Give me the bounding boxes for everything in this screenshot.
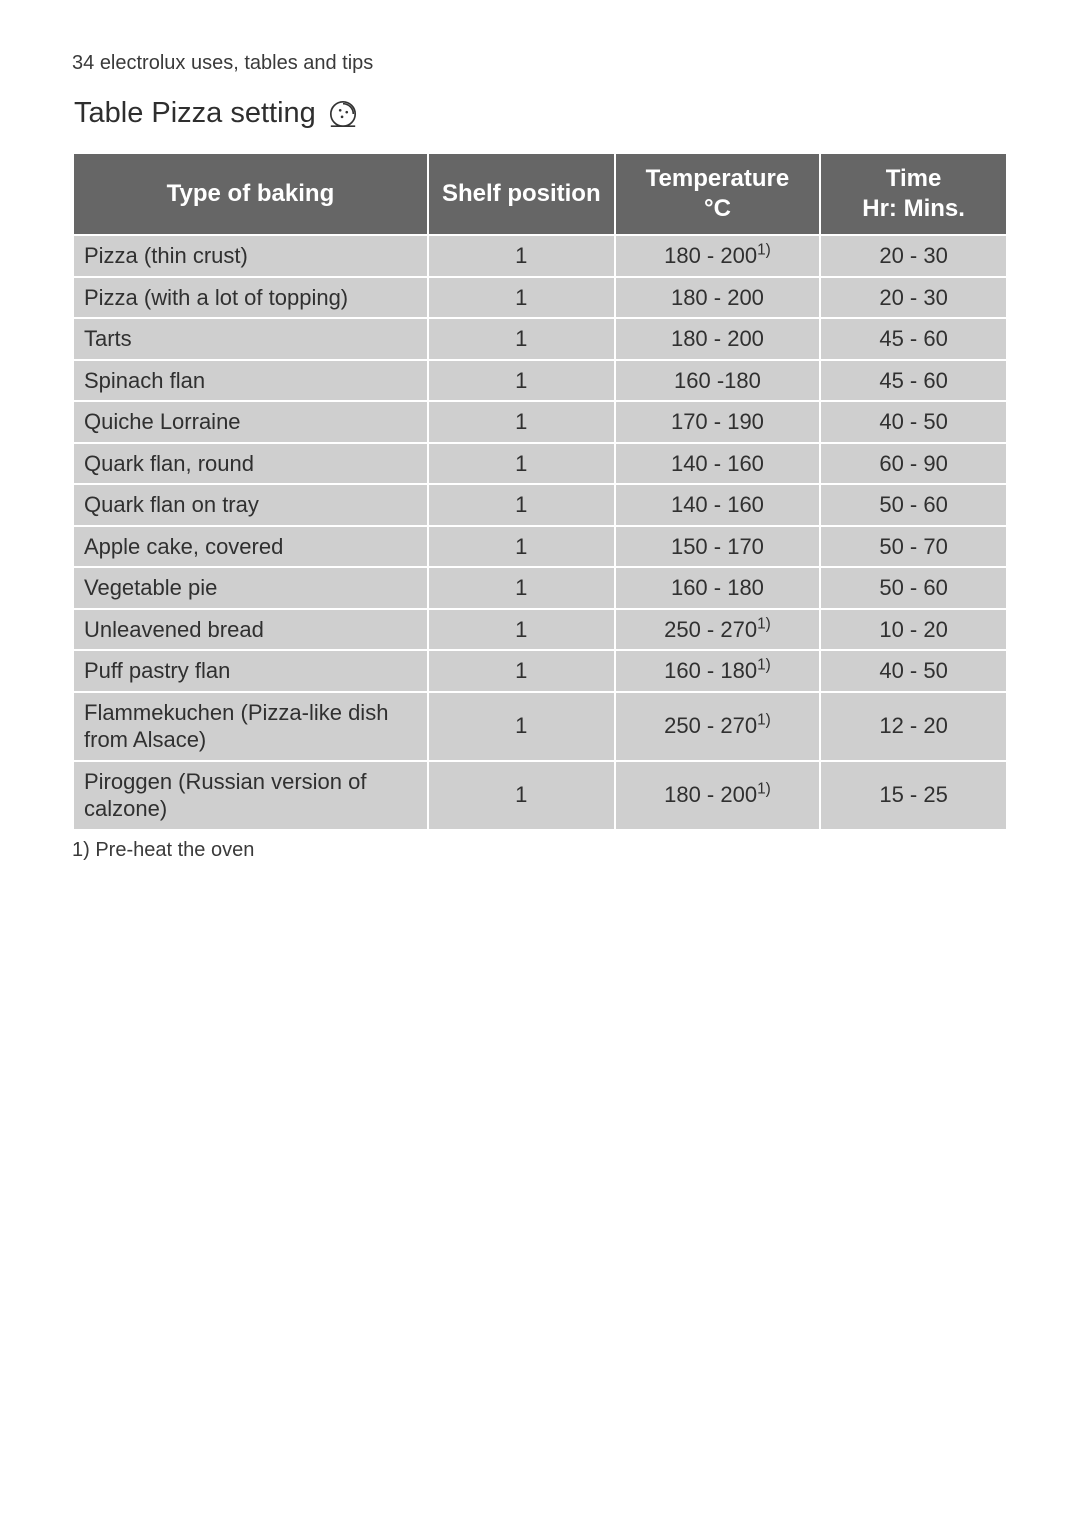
table-row: Spinach flan1160 -18045 - 60: [73, 360, 1007, 402]
table-row: Unleavened bread1250 - 2701)10 - 20: [73, 609, 1007, 651]
pizza-setting-icon: [328, 99, 358, 129]
cell-shelf: 1: [428, 443, 615, 485]
cell-type: Puff pastry flan: [73, 650, 428, 692]
footnote: 1) Pre-heat the oven: [72, 839, 1008, 862]
col-header-time: Time Hr: Mins.: [820, 153, 1007, 235]
cell-shelf: 1: [428, 484, 615, 526]
cell-time: 12 - 20: [820, 692, 1007, 761]
cell-temperature: 180 - 200: [615, 277, 820, 319]
cell-type: Quark flan on tray: [73, 484, 428, 526]
cell-temperature: 160 -180: [615, 360, 820, 402]
cell-type: Apple cake, covered: [73, 526, 428, 568]
cell-time: 50 - 60: [820, 567, 1007, 609]
cell-type: Vegetable pie: [73, 567, 428, 609]
table-row: Quiche Lorraine1170 - 19040 - 50: [73, 401, 1007, 443]
cell-shelf: 1: [428, 761, 615, 830]
cell-time: 15 - 25: [820, 761, 1007, 830]
cell-time: 20 - 30: [820, 277, 1007, 319]
cell-type: Flammekuchen (Pizza-like dish from Alsac…: [73, 692, 428, 761]
table-row: Flammekuchen (Pizza-like dish from Alsac…: [73, 692, 1007, 761]
cell-type: Quiche Lorraine: [73, 401, 428, 443]
cell-temperature: 160 - 1801): [615, 650, 820, 692]
cell-temperature: 170 - 190: [615, 401, 820, 443]
cell-type: Quark flan, round: [73, 443, 428, 485]
cell-time: 40 - 50: [820, 401, 1007, 443]
footnote-marker: 1): [757, 242, 771, 259]
page-section: electrolux uses, tables and tips: [100, 52, 374, 74]
cell-shelf: 1: [428, 609, 615, 651]
cell-time: 45 - 60: [820, 360, 1007, 402]
section-title: Table Pizza setting: [74, 97, 1008, 130]
cell-type: Unleavened bread: [73, 609, 428, 651]
table-row: Vegetable pie1160 - 18050 - 60: [73, 567, 1007, 609]
cell-shelf: 1: [428, 401, 615, 443]
footnote-marker: 1): [757, 615, 771, 632]
table-row: Tarts1180 - 20045 - 60: [73, 318, 1007, 360]
col-header-time-line2: Hr: Mins.: [862, 195, 965, 222]
cell-time: 45 - 60: [820, 318, 1007, 360]
cell-type: Pizza (with a lot of topping): [73, 277, 428, 319]
table-row: Quark flan, round1140 - 16060 - 90: [73, 443, 1007, 485]
cell-time: 50 - 70: [820, 526, 1007, 568]
baking-table: Type of baking Shelf position Temperatur…: [72, 152, 1008, 831]
cell-shelf: 1: [428, 235, 615, 277]
page-header: 34 electrolux uses, tables and tips: [72, 52, 1008, 75]
table-row: Puff pastry flan1160 - 1801)40 - 50: [73, 650, 1007, 692]
col-header-temp-line1: Temperature: [646, 165, 790, 192]
cell-temperature: 140 - 160: [615, 443, 820, 485]
cell-time: 60 - 90: [820, 443, 1007, 485]
cell-shelf: 1: [428, 692, 615, 761]
footnote-marker: 1): [757, 712, 771, 729]
table-row: Piroggen (Russian version of calzone)118…: [73, 761, 1007, 830]
cell-temperature: 140 - 160: [615, 484, 820, 526]
footnote-marker: 1): [757, 657, 771, 674]
table-row: Quark flan on tray1140 - 16050 - 60: [73, 484, 1007, 526]
cell-time: 20 - 30: [820, 235, 1007, 277]
col-header-shelf: Shelf position: [428, 153, 615, 235]
footnote-marker: 1): [757, 781, 771, 798]
cell-temperature: 160 - 180: [615, 567, 820, 609]
baking-table-body: Pizza (thin crust)1180 - 2001)20 - 30Piz…: [73, 235, 1007, 830]
cell-temperature: 250 - 2701): [615, 692, 820, 761]
section-title-text: Table Pizza setting: [74, 97, 316, 130]
cell-shelf: 1: [428, 526, 615, 568]
col-header-time-line1: Time: [886, 165, 942, 192]
col-header-temp-line2: °C: [704, 195, 731, 222]
table-row: Pizza (with a lot of topping)1180 - 2002…: [73, 277, 1007, 319]
cell-shelf: 1: [428, 567, 615, 609]
table-row: Pizza (thin crust)1180 - 2001)20 - 30: [73, 235, 1007, 277]
cell-time: 40 - 50: [820, 650, 1007, 692]
cell-shelf: 1: [428, 277, 615, 319]
page-number: 34: [72, 52, 94, 74]
baking-table-header-row: Type of baking Shelf position Temperatur…: [73, 153, 1007, 235]
baking-table-head: Type of baking Shelf position Temperatur…: [73, 153, 1007, 235]
col-header-type: Type of baking: [73, 153, 428, 235]
cell-type: Pizza (thin crust): [73, 235, 428, 277]
cell-shelf: 1: [428, 360, 615, 402]
cell-type: Spinach flan: [73, 360, 428, 402]
cell-time: 50 - 60: [820, 484, 1007, 526]
cell-temperature: 250 - 2701): [615, 609, 820, 651]
cell-shelf: 1: [428, 318, 615, 360]
cell-temperature: 180 - 200: [615, 318, 820, 360]
cell-temperature: 180 - 2001): [615, 235, 820, 277]
cell-temperature: 150 - 170: [615, 526, 820, 568]
col-header-temp: Temperature °C: [615, 153, 820, 235]
page: 34 electrolux uses, tables and tips Tabl…: [0, 0, 1080, 1529]
cell-type: Piroggen (Russian version of calzone): [73, 761, 428, 830]
cell-type: Tarts: [73, 318, 428, 360]
cell-temperature: 180 - 2001): [615, 761, 820, 830]
cell-time: 10 - 20: [820, 609, 1007, 651]
cell-shelf: 1: [428, 650, 615, 692]
table-row: Apple cake, covered1150 - 17050 - 70: [73, 526, 1007, 568]
